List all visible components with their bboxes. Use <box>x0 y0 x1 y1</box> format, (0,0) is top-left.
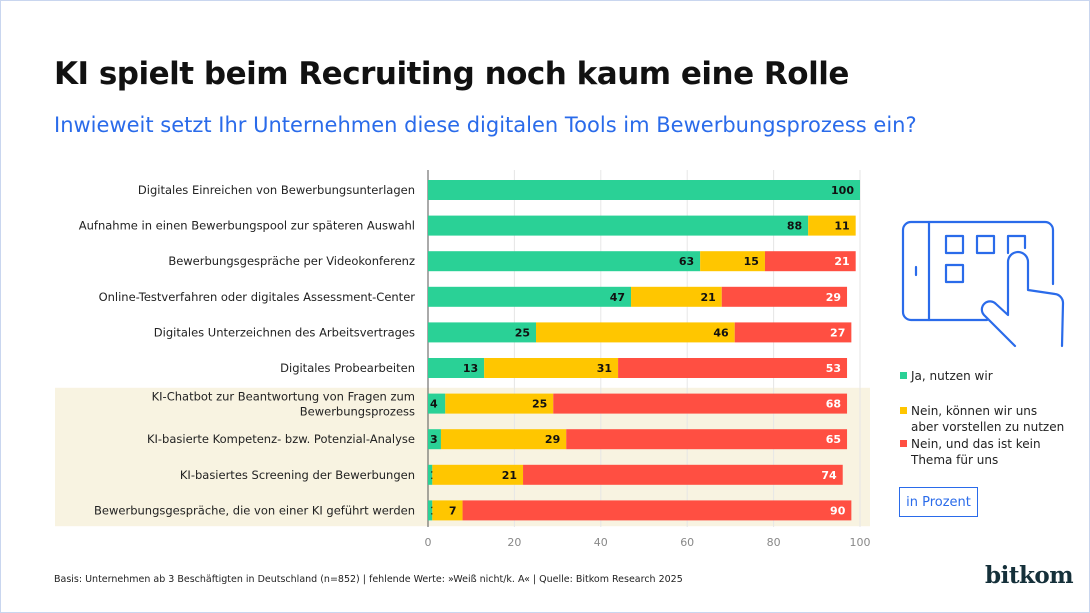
category-label: KI-basierte Kompetenz- bzw. Potenzial-An… <box>147 432 415 446</box>
bar-segment <box>764 251 856 272</box>
data-label: 68 <box>826 398 841 411</box>
data-label: 31 <box>597 362 612 375</box>
legend-label: Nein, und das ist kein Thema für uns <box>911 437 1041 467</box>
bar-segment <box>428 251 701 272</box>
category-label: Digitales Unterzeichnen des Arbeitsvertr… <box>154 325 415 339</box>
data-label: 25 <box>515 326 530 339</box>
page-title: KI spielt beim Recruiting noch kaum eine… <box>54 56 849 92</box>
category-label: Aufnahme in einen Bewerbungspool zur spä… <box>79 219 415 233</box>
legend-item-vorstellbar: Nein, können wir uns aber vorstellen zu … <box>900 403 1066 435</box>
bar-segment <box>553 393 848 414</box>
data-label: 53 <box>826 362 841 375</box>
data-label: 46 <box>713 326 729 339</box>
bar-segment <box>428 358 485 378</box>
legend-swatch <box>900 407 907 414</box>
bar-segment <box>432 500 463 521</box>
data-label: 13 <box>463 362 478 375</box>
data-label: 25 <box>532 398 547 411</box>
bar-segment <box>721 286 848 307</box>
data-label: 29 <box>826 291 841 304</box>
data-label: 100 <box>831 184 854 197</box>
category-label: Digitales Einreichen von Bewerbungsunter… <box>138 183 415 197</box>
data-label: 21 <box>700 291 715 304</box>
data-label: 11 <box>834 220 849 233</box>
x-tick-label: 20 <box>507 536 521 549</box>
bar-segment <box>462 500 852 521</box>
bar-segment <box>618 358 848 378</box>
bar-segment <box>428 500 433 521</box>
x-tick-label: 40 <box>594 536 608 549</box>
category-label: Digitales Probearbeiten <box>280 361 415 375</box>
legend-item-nein: Nein, und das ist kein Thema für uns <box>900 436 1041 468</box>
x-tick-label: 80 <box>767 536 781 549</box>
bar-segment <box>523 464 843 485</box>
data-label: 90 <box>830 504 846 517</box>
bar-segment <box>428 429 441 450</box>
bar-segment <box>631 286 722 307</box>
bar-segment <box>536 322 735 343</box>
data-label: 21 <box>834 255 849 268</box>
bitkom-logo: bitkom <box>985 562 1074 589</box>
category-label: Online-Testverfahren oder digitales Asse… <box>99 290 416 304</box>
data-label: 29 <box>545 433 560 446</box>
data-label: 88 <box>787 220 802 233</box>
category-label: Bewerbungsgespräche, die von einer KI ge… <box>94 503 415 517</box>
footnote: Basis: Unternehmen ab 3 Beschäftigten in… <box>54 574 683 585</box>
bar-segment <box>428 286 632 307</box>
bar-segment <box>808 215 856 236</box>
bar-segment <box>445 393 554 414</box>
category-label: KI-Chatbot zur Beantwortung von Fragen z… <box>152 390 415 419</box>
legend-label: Nein, können wir uns aber vorstellen zu … <box>911 404 1065 434</box>
bar-segment <box>734 322 852 343</box>
data-label: 4 <box>430 398 438 411</box>
data-label: 74 <box>821 469 837 482</box>
data-label: 15 <box>744 255 759 268</box>
bar-segment <box>428 393 446 414</box>
legend-item-ja: Ja, nutzen wir <box>900 368 1071 384</box>
bar-segment <box>428 215 809 236</box>
bar-segment <box>428 464 433 485</box>
bar-segment <box>440 429 567 450</box>
data-label: 47 <box>610 291 625 304</box>
data-label: 7 <box>449 504 457 517</box>
bar-segment <box>566 429 848 450</box>
legend-swatch <box>900 440 907 447</box>
bar-segment <box>700 251 765 272</box>
x-tick-label: 60 <box>680 536 694 549</box>
category-label: Bewerbungsgespräche per Videokonferenz <box>168 254 415 268</box>
category-label: KI-basiertes Screening der Bewerbungen <box>180 468 415 482</box>
bar-segment <box>432 464 524 485</box>
legend-label: Ja, nutzen wir <box>911 369 993 383</box>
touch-tablet-icon <box>901 220 1065 348</box>
data-label: 27 <box>830 326 845 339</box>
unit-badge: in Prozent <box>899 487 978 517</box>
bar-segment <box>428 322 536 343</box>
data-label: 63 <box>679 255 694 268</box>
bar-segment <box>428 180 860 200</box>
x-tick-label: 0 <box>425 536 432 549</box>
x-tick-label: 100 <box>850 536 871 549</box>
data-label: 3 <box>430 433 438 446</box>
page-subtitle: Inwieweit setzt Ihr Unternehmen diese di… <box>54 113 917 137</box>
data-label: 65 <box>826 433 841 446</box>
legend-swatch <box>900 372 907 379</box>
data-label: 21 <box>502 469 517 482</box>
bar-segment <box>484 358 619 378</box>
